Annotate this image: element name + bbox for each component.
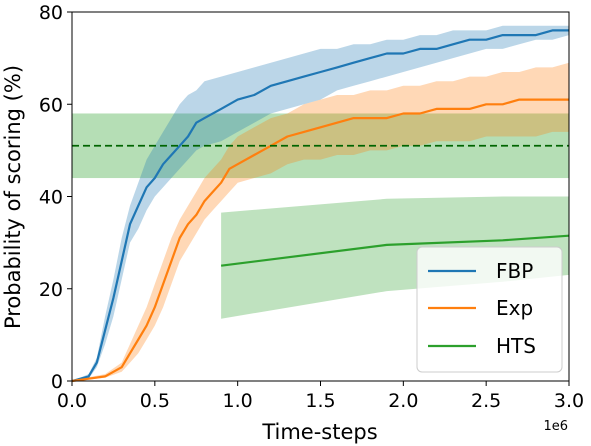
x-tick-label: 3.0 bbox=[554, 390, 584, 412]
x-tick-label: 0.5 bbox=[140, 390, 170, 412]
x-tick-label: 1.0 bbox=[223, 390, 253, 412]
x-tick-label: 0.0 bbox=[57, 390, 87, 412]
x-offset-label: 1e6 bbox=[543, 419, 568, 434]
legend-label-hts: HTS bbox=[496, 334, 536, 358]
y-tick-label: 20 bbox=[39, 279, 63, 301]
legend-label-exp: Exp bbox=[496, 296, 533, 320]
y-tick-label: 80 bbox=[39, 2, 63, 24]
x-tick-label: 2.5 bbox=[471, 390, 501, 412]
fbp-line bbox=[71, 29, 569, 383]
x-axis-label: Time-steps bbox=[261, 420, 377, 444]
y-tick-label: 60 bbox=[39, 94, 63, 116]
hts-line bbox=[220, 234, 570, 267]
x-tick-label: 1.5 bbox=[305, 390, 335, 412]
legend-label-fbp: FBP bbox=[496, 259, 533, 283]
hts-confidence-band bbox=[221, 196, 569, 319]
y-tick-label: 40 bbox=[39, 187, 63, 209]
legend-box bbox=[416, 246, 563, 373]
series-lines bbox=[71, 29, 570, 383]
y-tick-label: 0 bbox=[51, 371, 63, 393]
legend: FBP Exp HTS bbox=[416, 246, 563, 373]
x-tick-label: 2.0 bbox=[388, 390, 418, 412]
axis-ticks: 0.0 0.5 1.0 1.5 2.0 2.5 3.0 0 20 40 60 80 bbox=[39, 2, 584, 412]
y-axis-label: Probability of scoring (%) bbox=[1, 65, 25, 329]
fbp-confidence-band bbox=[72, 25, 569, 382]
exp-line bbox=[71, 98, 569, 383]
